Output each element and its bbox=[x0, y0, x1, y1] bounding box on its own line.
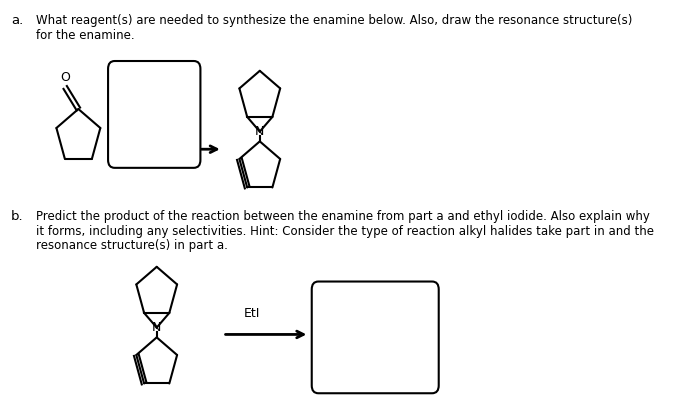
Text: EtI: EtI bbox=[244, 307, 259, 320]
Text: for the enamine.: for the enamine. bbox=[35, 29, 134, 42]
Text: a.: a. bbox=[11, 14, 23, 27]
Text: N: N bbox=[255, 125, 264, 138]
Text: Predict the product of the reaction between the enamine from part a and ethyl io: Predict the product of the reaction betw… bbox=[35, 210, 649, 223]
Text: N: N bbox=[152, 321, 161, 334]
Text: O: O bbox=[60, 71, 70, 84]
Text: What reagent(s) are needed to synthesize the enamine below. Also, draw the reson: What reagent(s) are needed to synthesize… bbox=[35, 14, 632, 27]
FancyBboxPatch shape bbox=[312, 282, 439, 393]
Text: it forms, including any selectivities. Hint: Consider the type of reaction alkyl: it forms, including any selectivities. H… bbox=[35, 225, 653, 238]
Text: resonance structure(s) in part a.: resonance structure(s) in part a. bbox=[35, 240, 228, 252]
Text: b.: b. bbox=[11, 210, 23, 223]
FancyBboxPatch shape bbox=[108, 61, 200, 168]
